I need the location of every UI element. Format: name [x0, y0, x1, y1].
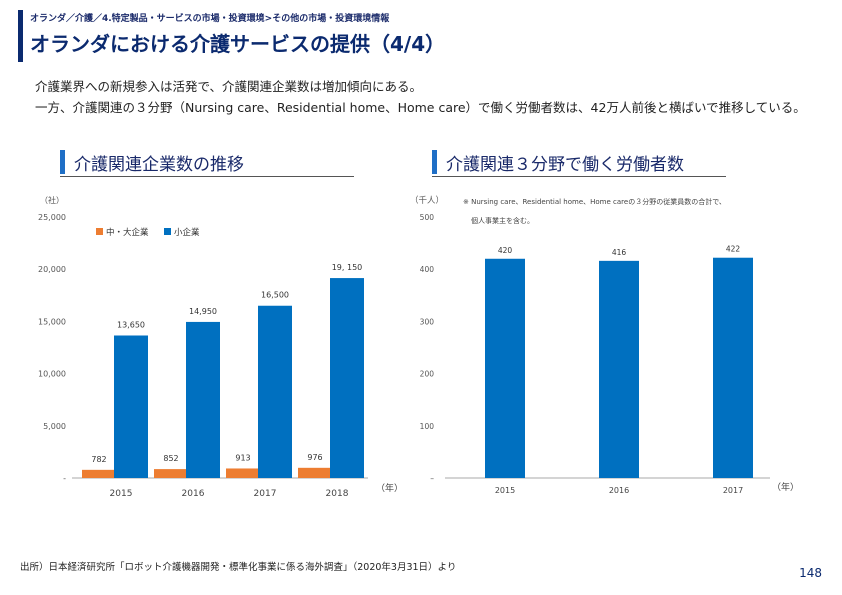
right-y-tick: 300	[420, 317, 435, 326]
left-x-tick: 2018	[326, 489, 349, 499]
left-bar-label: 14,950	[189, 307, 217, 316]
page-title: オランダにおける介護サービスの提供（4/4）	[30, 32, 446, 56]
left-bar-small	[330, 278, 364, 478]
right-bar-label: 416	[612, 248, 627, 257]
page-number: 148	[799, 566, 822, 580]
left-y-tick: 15,000	[38, 317, 66, 326]
left-bar-label: 19, 150	[332, 263, 363, 272]
right-x-tick: 2016	[609, 486, 629, 495]
right-x-unit: （年）	[772, 481, 799, 493]
left-y-tick: 20,000	[38, 265, 66, 274]
left-bar-label: 13,650	[117, 320, 145, 329]
left-section-heading: 介護関連企業数の推移	[60, 150, 354, 177]
right-y-tick: 400	[420, 265, 435, 274]
right-x-tick: 2017	[723, 486, 743, 495]
breadcrumb: オランダ／介護／4.特定製品・サービスの市場・投資環境>その他の市場・投資環境情…	[30, 14, 390, 24]
left-bar-label: 16,500	[261, 291, 289, 300]
left-bar-medium-large	[154, 469, 188, 478]
left-section-marker	[60, 150, 65, 174]
left-bar-medium-large	[298, 467, 332, 478]
left-bar-label: 913	[235, 453, 250, 462]
left-legend-label: 小企業	[174, 227, 200, 238]
right-bar-label: 420	[498, 246, 513, 255]
right-y-tick: 200	[420, 370, 435, 379]
right-note-line-1: ※ Nursing care、Residential home、Home car…	[463, 197, 726, 206]
body-line-1: 介護業界への新規参入は活発で、介護関連企業数は増加傾向にある。	[35, 79, 423, 94]
left-x-unit: （年）	[376, 482, 403, 494]
left-bar-label: 976	[307, 453, 322, 462]
left-section-title: 介護関連企業数の推移	[74, 155, 244, 175]
right-bar	[599, 260, 639, 478]
left-y-tick: -	[63, 474, 66, 483]
title-accent-bar	[18, 10, 23, 62]
body-text: 介護業界への新規参入は活発で、介護関連企業数は増加傾向にある。 一方、介護関連の…	[20, 76, 820, 118]
left-y-tick: 10,000	[38, 370, 66, 379]
left-legend-swatch	[164, 228, 171, 235]
right-bar	[485, 258, 525, 478]
source-note: 出所）日本経済研究所「ロボット介護機器開発・標準化事業に係る海外調査」（2020…	[20, 562, 457, 573]
right-bar	[713, 257, 753, 478]
left-x-tick: 2015	[110, 489, 133, 499]
left-y-tick: 5,000	[43, 422, 66, 431]
right-y-tick: 100	[420, 422, 435, 431]
right-section-title: 介護関連３分野で働く労働者数	[446, 155, 684, 175]
left-legend-label: 中・大企業	[106, 227, 149, 238]
left-bar-medium-large	[82, 469, 116, 478]
left-x-tick: 2016	[182, 489, 205, 499]
left-bar-small	[114, 335, 148, 478]
left-bar-small	[258, 305, 292, 478]
left-legend-swatch	[96, 228, 103, 235]
left-bar-medium-large	[226, 468, 260, 478]
right-x-tick: 2015	[495, 486, 515, 495]
right-y-tick: 500	[420, 213, 435, 222]
body-line-2: 一方、介護関連の３分野（Nursing care、Residential hom…	[35, 100, 806, 115]
right-section-marker	[432, 150, 437, 174]
left-y-tick: 25,000	[38, 213, 66, 222]
right-y-tick: –	[430, 474, 434, 483]
right-y-unit: （千人）	[410, 195, 444, 206]
left-bar-label: 782	[91, 455, 106, 464]
left-bar-label: 852	[163, 454, 178, 463]
right-note-line-2: 個人事業主を含む。	[471, 216, 534, 225]
right-section-heading: 介護関連３分野で働く労働者数	[432, 150, 726, 177]
left-bar-small	[186, 321, 220, 478]
right-bar-label: 422	[726, 245, 741, 254]
left-x-tick: 2017	[254, 489, 277, 499]
left-y-unit: （社）	[40, 195, 64, 205]
